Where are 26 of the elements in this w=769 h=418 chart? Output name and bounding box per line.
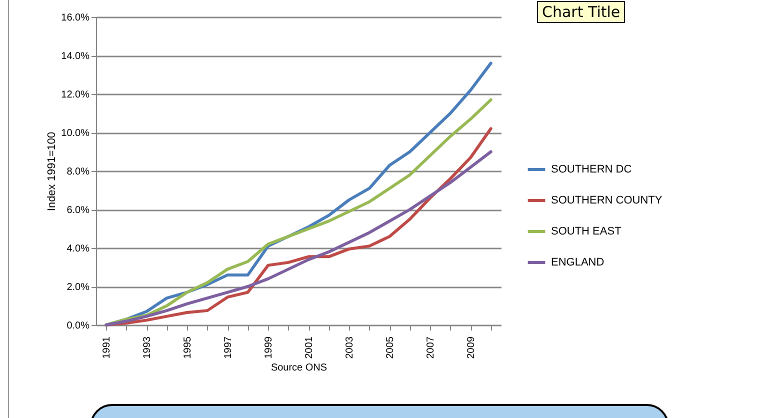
y-tick-label: 4.0% — [66, 244, 90, 254]
y-tick-label: 2.0% — [66, 282, 90, 293]
x-tick-label: 1999 — [264, 336, 275, 359]
y-tick-label: 0.0% — [66, 320, 90, 332]
y-axis-title: Index 1991=100 — [46, 132, 58, 212]
x-axis-title: Source ONS — [270, 362, 328, 374]
x-tick-label: 2009 — [466, 336, 478, 359]
x-tick-label: 2007 — [426, 336, 437, 359]
y-tick-label: 14.0% — [61, 51, 90, 62]
x-tick-label: 1993 — [142, 336, 154, 359]
x-tick-label: 2001 — [304, 336, 316, 359]
y-tick-label: 10.0% — [61, 128, 90, 139]
y-tick-label: 12.0% — [61, 90, 90, 100]
x-tick-label: 2003 — [344, 336, 356, 359]
x-tick-label: 1997 — [223, 336, 234, 359]
y-tick-label: 6.0% — [66, 205, 90, 216]
legend-label: SOUTH EAST — [551, 226, 622, 238]
x-tick-label: 1995 — [182, 336, 194, 359]
text: Chart Title — [537, 1, 626, 23]
x-tick-label: 1991 — [102, 336, 113, 359]
legend-label: SOUTHERN DC — [551, 164, 632, 176]
legend-label: ENGLAND — [551, 256, 604, 268]
y-tick-label: 8.0% — [66, 166, 90, 178]
y-tick-label: 16.0% — [61, 12, 90, 24]
x-tick-label: 2005 — [385, 336, 396, 359]
legend-label: SOUTHERN COUNTY — [551, 194, 663, 206]
